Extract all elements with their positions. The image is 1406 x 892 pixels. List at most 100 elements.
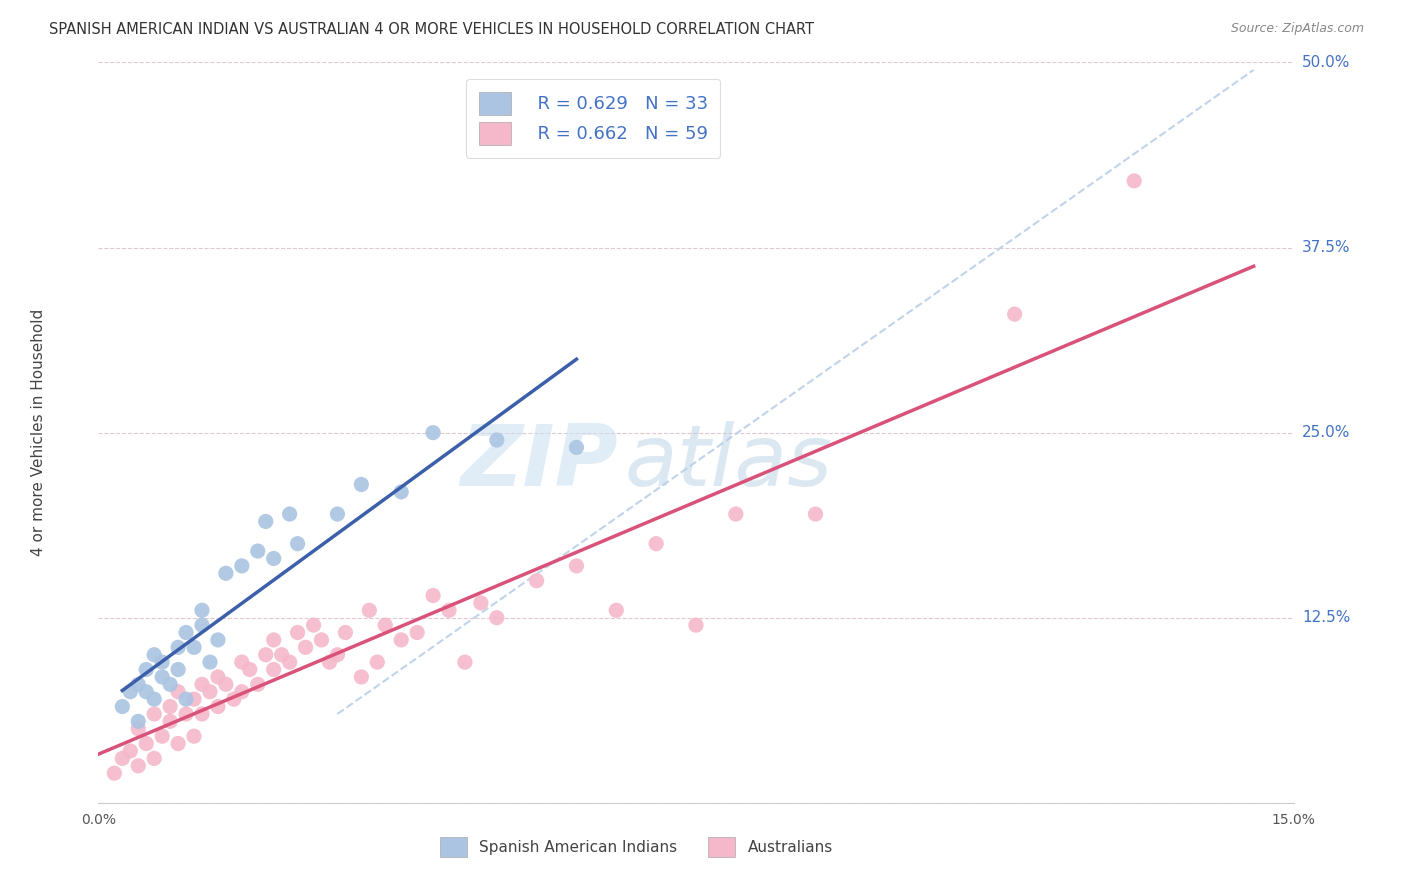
Point [111, 699, 134, 714]
Point [191, 618, 214, 632]
Point [526, 574, 548, 588]
Point [254, 515, 277, 529]
Point [127, 722, 149, 736]
Point [246, 544, 269, 558]
Point [685, 618, 707, 632]
Point [183, 729, 205, 743]
Point [143, 648, 166, 662]
Point [724, 507, 747, 521]
Point [278, 507, 301, 521]
Point [183, 640, 205, 655]
Point [127, 677, 149, 691]
Point [239, 663, 262, 677]
Point [422, 425, 444, 440]
Point [605, 603, 627, 617]
Point [222, 692, 245, 706]
Point [263, 632, 285, 647]
Point [127, 714, 149, 729]
Point [389, 632, 412, 647]
Point [270, 648, 292, 662]
Point [150, 729, 173, 743]
Point [1004, 307, 1026, 321]
Point [350, 670, 373, 684]
Point [143, 751, 166, 765]
Point [103, 766, 125, 780]
Text: 12.5%: 12.5% [1302, 610, 1350, 625]
Point [350, 477, 373, 491]
Point [150, 655, 173, 669]
Point [406, 625, 429, 640]
Point [359, 603, 381, 617]
Text: 50.0%: 50.0% [1302, 55, 1350, 70]
Point [207, 670, 229, 684]
Point [191, 677, 214, 691]
Point [485, 433, 508, 447]
Point [174, 706, 197, 721]
Point [287, 536, 309, 550]
Point [485, 610, 508, 624]
Text: Source: ZipAtlas.com: Source: ZipAtlas.com [1230, 22, 1364, 36]
Point [389, 484, 412, 499]
Point [263, 663, 285, 677]
Point [215, 677, 238, 691]
Point [174, 625, 197, 640]
Point [159, 677, 181, 691]
Point [159, 699, 181, 714]
Point [1123, 174, 1146, 188]
Point [111, 751, 134, 765]
Point [135, 663, 157, 677]
Point [374, 618, 396, 632]
Point [335, 625, 357, 640]
Point [294, 640, 316, 655]
Point [159, 714, 181, 729]
Point [422, 589, 444, 603]
Point [127, 758, 149, 772]
Point [207, 699, 229, 714]
Text: 25.0%: 25.0% [1302, 425, 1350, 440]
Point [150, 670, 173, 684]
Point [167, 640, 190, 655]
Point [246, 677, 269, 691]
Point [454, 655, 477, 669]
Point [470, 596, 492, 610]
Point [263, 551, 285, 566]
Point [231, 685, 253, 699]
Point [366, 655, 388, 669]
Point [565, 441, 588, 455]
Point [167, 663, 190, 677]
Point [120, 744, 142, 758]
Point [167, 685, 190, 699]
Point [804, 507, 827, 521]
Point [326, 507, 349, 521]
Point [167, 737, 190, 751]
Point [311, 632, 333, 647]
Text: 37.5%: 37.5% [1302, 240, 1350, 255]
Point [254, 648, 277, 662]
Text: atlas: atlas [624, 421, 832, 504]
Point [326, 648, 349, 662]
Point [287, 625, 309, 640]
Point [183, 692, 205, 706]
Point [174, 692, 197, 706]
Point [135, 737, 157, 751]
Point [437, 603, 460, 617]
Point [135, 685, 157, 699]
Point [231, 558, 253, 573]
Point [198, 655, 221, 669]
Text: SPANISH AMERICAN INDIAN VS AUSTRALIAN 4 OR MORE VEHICLES IN HOUSEHOLD CORRELATIO: SPANISH AMERICAN INDIAN VS AUSTRALIAN 4 … [49, 22, 814, 37]
Point [278, 655, 301, 669]
Point [645, 536, 668, 550]
Legend: Spanish American Indians, Australians: Spanish American Indians, Australians [427, 825, 845, 869]
Point [191, 706, 214, 721]
Point [198, 685, 221, 699]
Point [302, 618, 325, 632]
Point [215, 566, 238, 581]
Text: ZIP: ZIP [461, 421, 619, 504]
Point [143, 706, 166, 721]
Text: 4 or more Vehicles in Household: 4 or more Vehicles in Household [31, 309, 46, 557]
Point [120, 685, 142, 699]
Point [207, 632, 229, 647]
Point [231, 655, 253, 669]
Point [143, 692, 166, 706]
Point [318, 655, 340, 669]
